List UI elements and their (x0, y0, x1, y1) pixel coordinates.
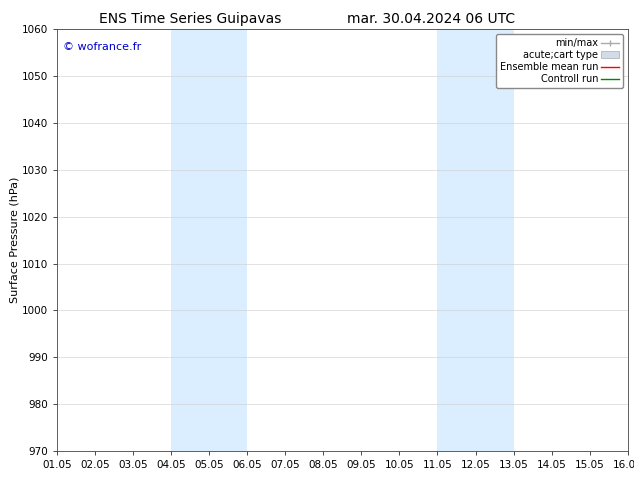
Legend: min/max, acute;cart type, Ensemble mean run, Controll run: min/max, acute;cart type, Ensemble mean … (496, 34, 623, 88)
Text: © wofrance.fr: © wofrance.fr (63, 42, 141, 52)
Text: ENS Time Series Guipavas: ENS Time Series Guipavas (99, 12, 281, 26)
Text: mar. 30.04.2024 06 UTC: mar. 30.04.2024 06 UTC (347, 12, 515, 26)
Y-axis label: Surface Pressure (hPa): Surface Pressure (hPa) (9, 177, 19, 303)
Bar (437, 29, 514, 451)
Bar (171, 29, 247, 451)
